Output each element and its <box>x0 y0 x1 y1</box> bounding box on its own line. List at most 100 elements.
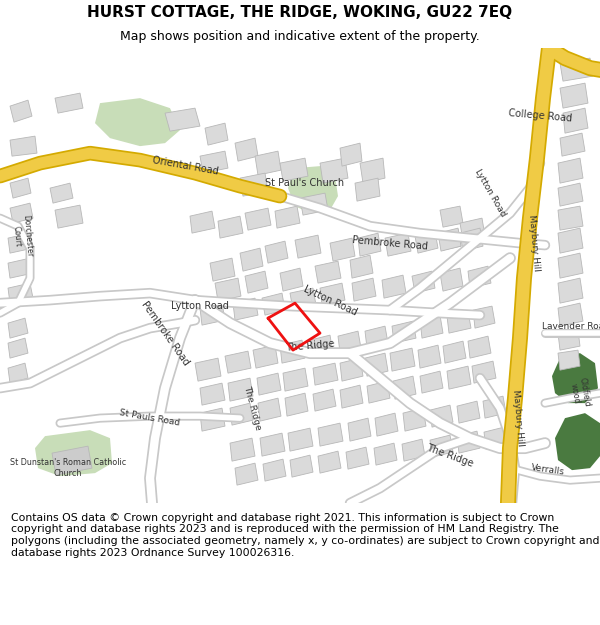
Polygon shape <box>10 100 32 122</box>
Polygon shape <box>35 430 112 476</box>
Polygon shape <box>392 321 416 343</box>
Polygon shape <box>468 336 491 358</box>
Polygon shape <box>315 261 341 283</box>
Polygon shape <box>558 228 583 253</box>
Text: Lytton Road: Lytton Road <box>171 301 229 311</box>
Polygon shape <box>200 408 225 431</box>
Polygon shape <box>382 275 406 298</box>
Polygon shape <box>218 216 243 238</box>
Polygon shape <box>200 383 225 405</box>
Text: Maybury Hill: Maybury Hill <box>511 389 525 447</box>
Polygon shape <box>440 206 463 227</box>
Polygon shape <box>472 361 496 383</box>
Polygon shape <box>457 401 480 423</box>
Polygon shape <box>365 353 388 376</box>
Polygon shape <box>300 193 328 215</box>
Polygon shape <box>358 233 381 256</box>
Polygon shape <box>275 206 300 228</box>
Text: St Pauls Road: St Pauls Road <box>119 408 181 428</box>
Polygon shape <box>8 338 28 358</box>
Polygon shape <box>283 368 308 391</box>
Polygon shape <box>484 427 507 449</box>
Polygon shape <box>558 158 583 183</box>
Polygon shape <box>290 288 316 310</box>
Text: Pembroke Road: Pembroke Road <box>139 299 191 367</box>
Polygon shape <box>228 378 253 401</box>
Text: Map shows position and indicative extent of the property.: Map shows position and indicative extent… <box>120 29 480 42</box>
Polygon shape <box>318 423 343 446</box>
Text: Contains OS data © Crown copyright and database right 2021. This information is : Contains OS data © Crown copyright and d… <box>11 513 599 558</box>
Polygon shape <box>483 396 506 418</box>
Polygon shape <box>205 123 228 145</box>
Polygon shape <box>8 318 28 338</box>
Polygon shape <box>558 350 580 370</box>
Polygon shape <box>558 330 580 350</box>
Polygon shape <box>360 158 385 183</box>
Polygon shape <box>457 431 480 453</box>
Polygon shape <box>165 108 200 131</box>
Polygon shape <box>285 393 308 416</box>
Polygon shape <box>415 231 438 253</box>
Polygon shape <box>245 271 268 293</box>
Polygon shape <box>440 268 463 291</box>
Polygon shape <box>10 203 33 223</box>
Polygon shape <box>245 208 271 230</box>
Polygon shape <box>280 340 305 363</box>
Polygon shape <box>447 311 471 333</box>
Polygon shape <box>257 373 281 395</box>
Polygon shape <box>558 183 583 206</box>
Polygon shape <box>263 459 286 481</box>
Polygon shape <box>460 218 485 241</box>
Polygon shape <box>52 446 92 475</box>
Polygon shape <box>420 371 443 393</box>
Polygon shape <box>338 331 361 353</box>
Polygon shape <box>290 455 313 477</box>
Polygon shape <box>393 376 416 399</box>
Polygon shape <box>560 133 585 156</box>
Polygon shape <box>313 389 336 411</box>
Polygon shape <box>313 363 338 385</box>
Polygon shape <box>563 108 588 133</box>
Polygon shape <box>447 366 471 389</box>
Polygon shape <box>210 258 235 281</box>
Polygon shape <box>253 345 278 368</box>
Text: Lytton Road: Lytton Road <box>473 168 507 219</box>
Polygon shape <box>355 178 380 201</box>
Polygon shape <box>8 258 33 278</box>
Text: Maybury Hill: Maybury Hill <box>527 214 541 272</box>
Text: Lytton Road: Lytton Road <box>302 284 358 318</box>
Text: Oriental Road: Oriental Road <box>151 156 219 177</box>
Polygon shape <box>412 271 435 293</box>
Polygon shape <box>233 298 258 320</box>
Polygon shape <box>460 228 483 251</box>
Polygon shape <box>262 293 285 315</box>
Polygon shape <box>443 341 466 363</box>
Polygon shape <box>340 358 363 381</box>
Polygon shape <box>288 166 338 213</box>
Text: The Ridge: The Ridge <box>242 385 262 431</box>
Polygon shape <box>200 303 225 325</box>
Polygon shape <box>55 93 83 113</box>
Polygon shape <box>320 158 348 183</box>
Polygon shape <box>340 143 362 166</box>
Text: Dorchester
Court: Dorchester Court <box>10 214 34 258</box>
Polygon shape <box>346 447 369 469</box>
Polygon shape <box>258 398 281 421</box>
Polygon shape <box>235 138 258 161</box>
Polygon shape <box>95 98 180 146</box>
Polygon shape <box>402 439 425 461</box>
Polygon shape <box>260 433 285 456</box>
Polygon shape <box>365 326 388 348</box>
Polygon shape <box>374 443 397 465</box>
Polygon shape <box>430 435 453 457</box>
Polygon shape <box>418 345 441 368</box>
Polygon shape <box>255 151 281 175</box>
Polygon shape <box>438 228 461 251</box>
Polygon shape <box>8 283 33 303</box>
Polygon shape <box>225 351 251 373</box>
Polygon shape <box>420 315 443 338</box>
Polygon shape <box>340 385 363 408</box>
Polygon shape <box>440 229 461 250</box>
Polygon shape <box>280 268 303 291</box>
Polygon shape <box>200 151 228 173</box>
